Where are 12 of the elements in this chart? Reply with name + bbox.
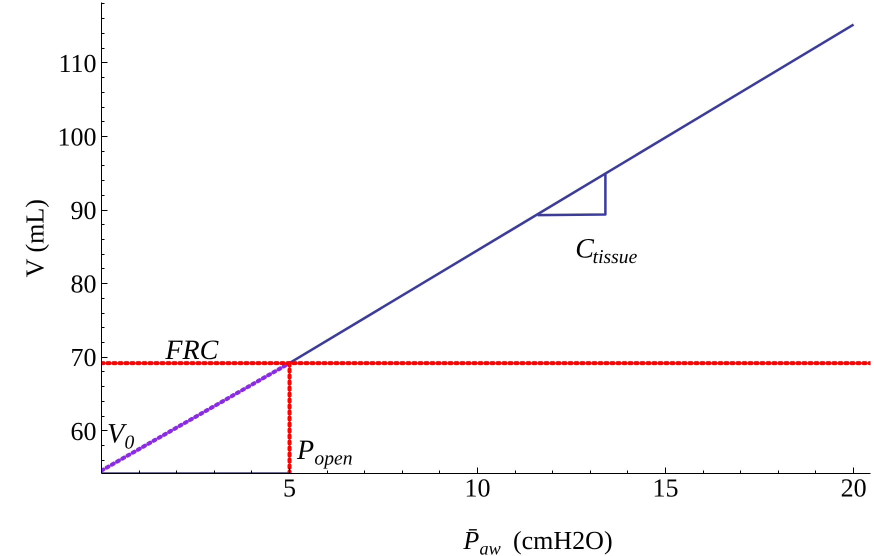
x-tick-label: 20 (840, 474, 867, 502)
y-tick-label: 100 (58, 122, 96, 152)
y-tick-label: 80 (70, 270, 96, 299)
y-tick-label: 90 (70, 196, 96, 226)
x-tick-label: 10 (464, 474, 491, 502)
y-axis-title: V (mL) (20, 199, 50, 278)
y-tick-label: 70 (70, 343, 96, 372)
annotation: FRC (164, 335, 219, 366)
y-tick-label: 60 (70, 416, 96, 446)
x-tick-label: 15 (652, 474, 679, 502)
x-tick-label: 5 (283, 474, 296, 502)
y-tick-label: 110 (58, 48, 97, 78)
